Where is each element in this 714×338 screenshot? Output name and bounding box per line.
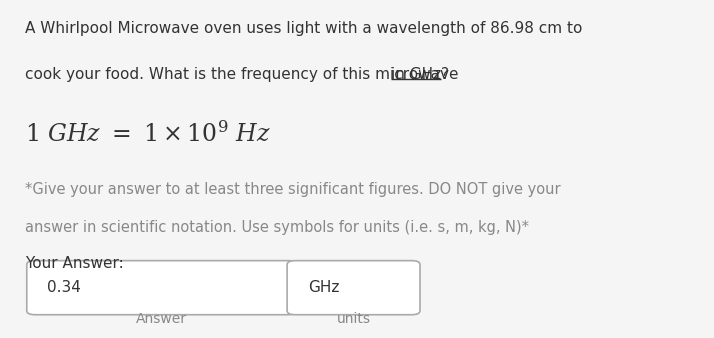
FancyBboxPatch shape	[287, 261, 420, 315]
Text: Your Answer:: Your Answer:	[25, 256, 124, 271]
Text: ?: ?	[441, 67, 449, 82]
Text: in GHz: in GHz	[391, 67, 441, 82]
Text: *Give your answer to at least three significant figures. DO NOT give your: *Give your answer to at least three sign…	[25, 182, 560, 197]
Text: cook your food. What is the frequency of this microwave: cook your food. What is the frequency of…	[25, 67, 463, 82]
Text: A Whirlpool Microwave oven uses light with a wavelength of 86.98 cm to: A Whirlpool Microwave oven uses light wi…	[25, 21, 582, 35]
FancyBboxPatch shape	[26, 261, 297, 315]
Text: 0.34: 0.34	[47, 280, 81, 295]
Text: answer in scientific notation. Use symbols for units (i.e. s, m, kg, N)*: answer in scientific notation. Use symbo…	[25, 220, 529, 235]
Text: GHz: GHz	[308, 280, 339, 295]
Text: Answer: Answer	[136, 312, 187, 325]
Text: $1\ \mathit{GHz}\ =\ 1 \times 10^{9}\ \mathit{Hz}$: $1\ \mathit{GHz}\ =\ 1 \times 10^{9}\ \m…	[25, 121, 271, 147]
Text: units: units	[336, 312, 371, 325]
